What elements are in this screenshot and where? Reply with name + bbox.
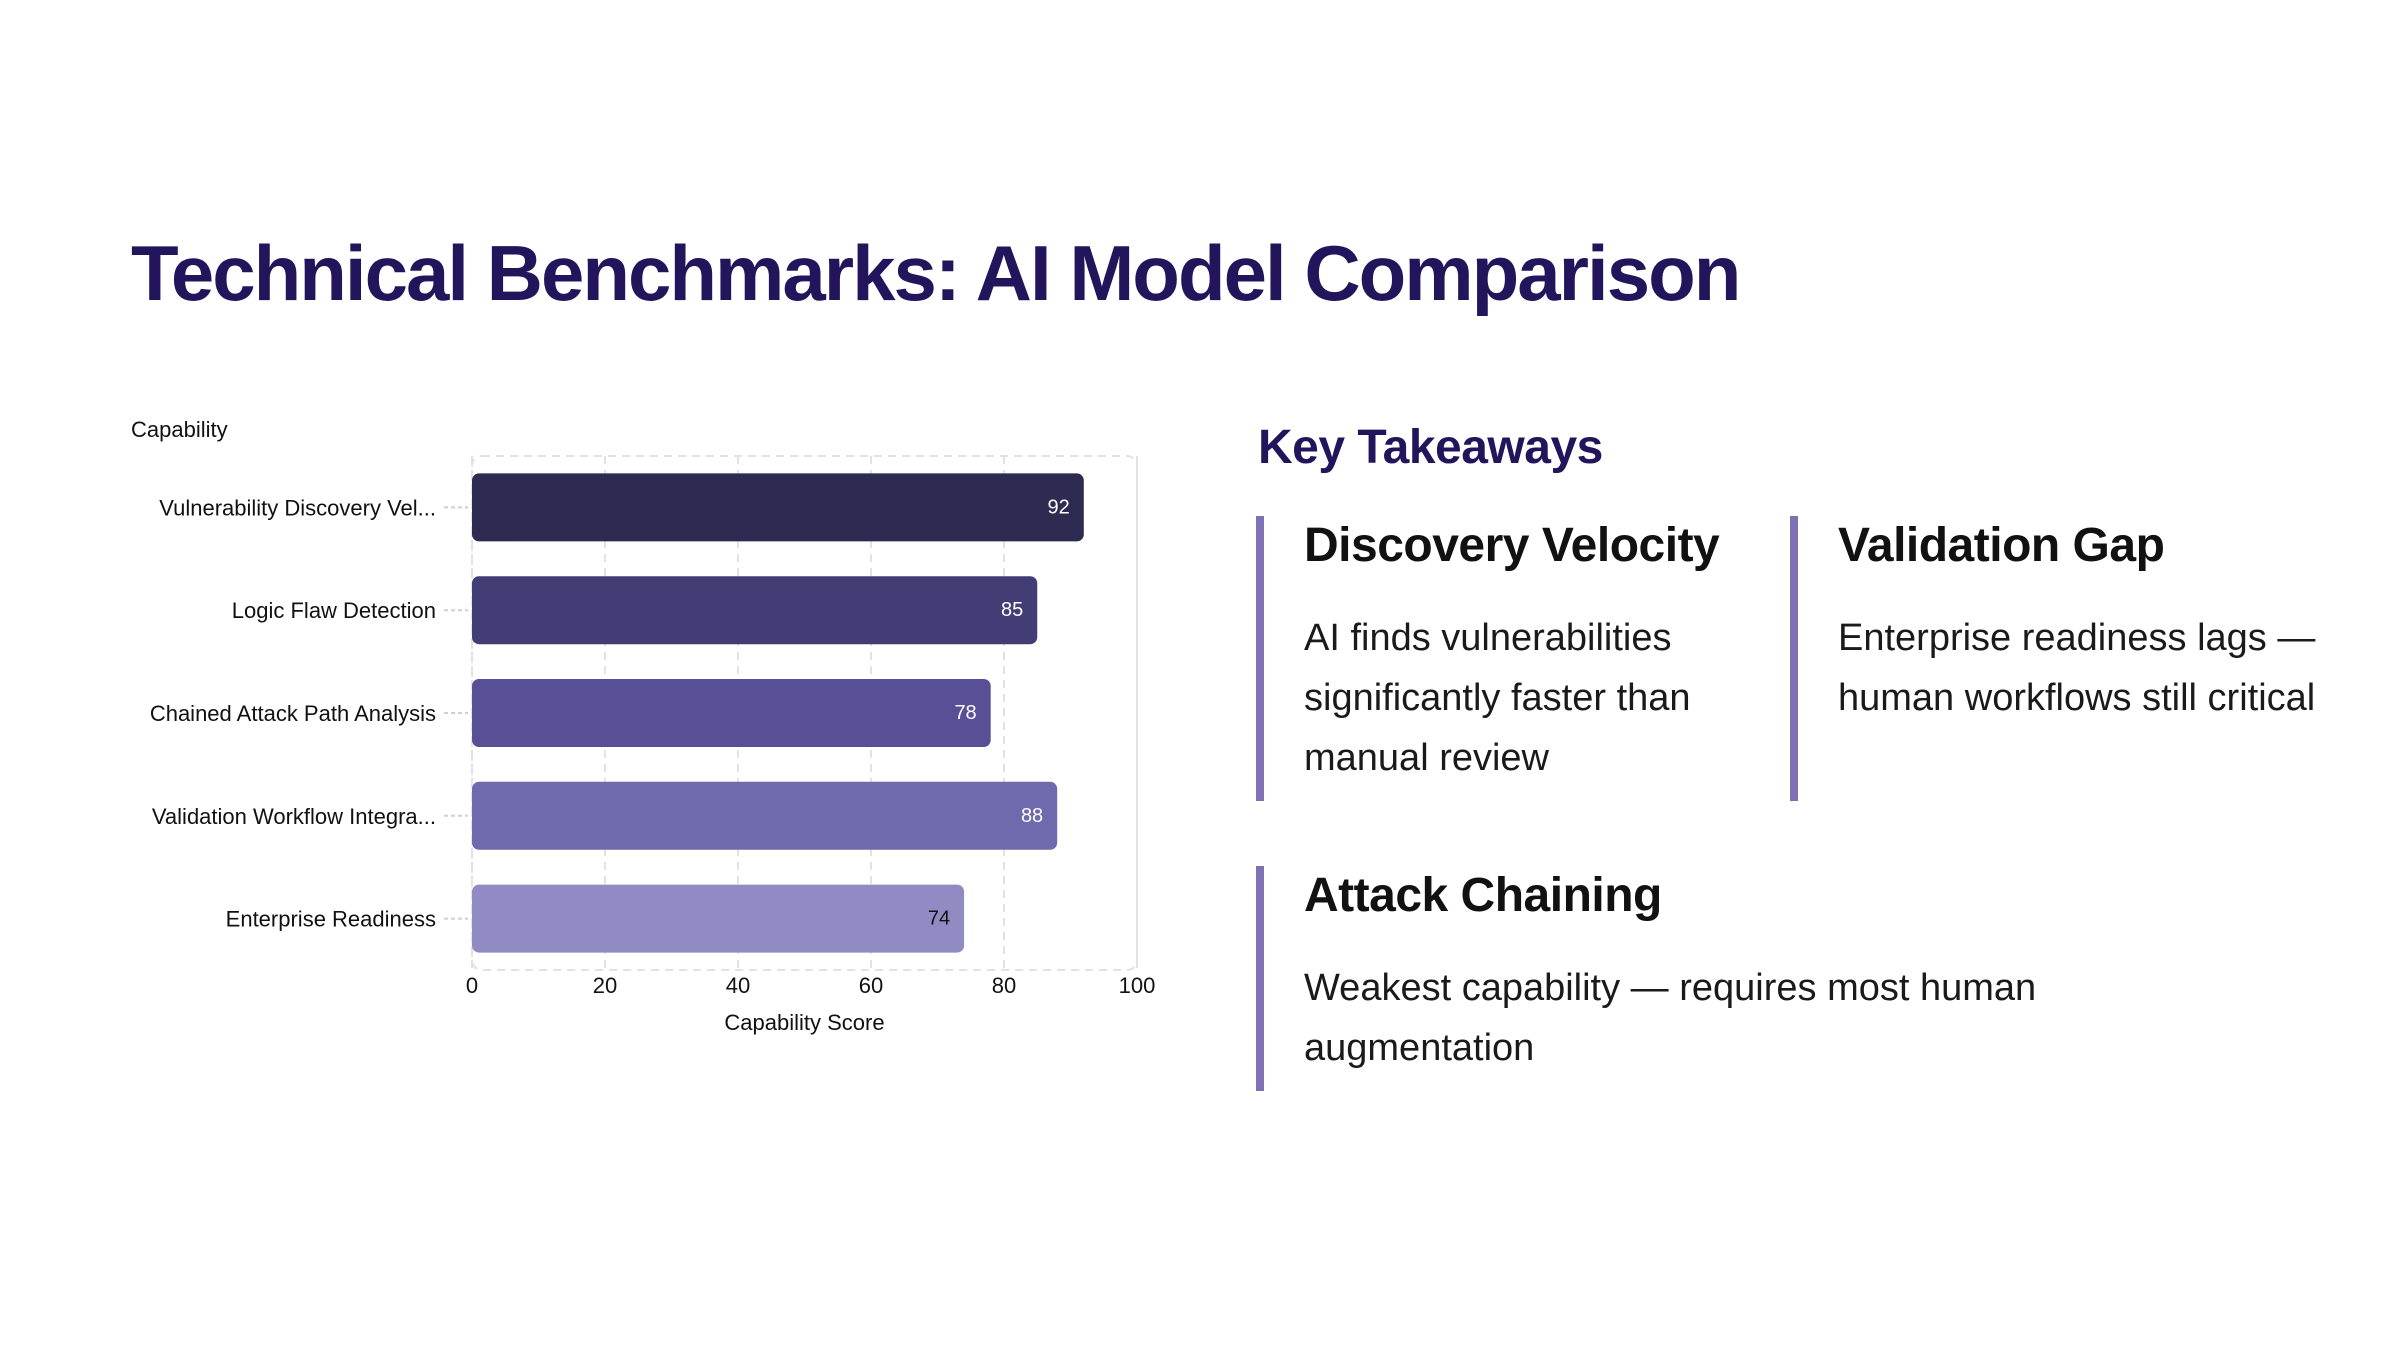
- bar-value-label: 74: [928, 908, 950, 930]
- x-tick-label: 40: [726, 973, 750, 998]
- page-title: Technical Benchmarks: AI Model Compariso…: [131, 229, 1741, 317]
- x-tick-label: 0: [466, 973, 478, 998]
- x-tick-label: 60: [859, 973, 883, 998]
- y-tick-label: Enterprise Readiness: [226, 907, 436, 932]
- bar: [472, 473, 1084, 542]
- card-title: Discovery Velocity: [1304, 519, 1720, 572]
- bar-chart: Capability Vulnerability Discovery Vel...…: [120, 400, 1200, 1060]
- x-tick-label: 80: [992, 973, 1016, 998]
- y-axis-title: Capability: [131, 417, 228, 442]
- y-tick-label: Chained Attack Path Analysis: [150, 701, 436, 726]
- bar-value-label: 85: [1001, 599, 1023, 621]
- card-title: Attack Chaining: [1304, 869, 1662, 922]
- takeaway-card-discovery-velocity: Discovery Velocity AI finds vulnerabilit…: [1256, 516, 1766, 801]
- card-title: Validation Gap: [1838, 519, 2165, 572]
- bar: [472, 576, 1038, 645]
- chart-svg: Capability Vulnerability Discovery Vel...…: [131, 417, 1156, 1035]
- x-tick-label: 100: [1119, 973, 1156, 998]
- y-tick-label: Validation Workflow Integra...: [152, 804, 436, 829]
- bar-value-label: 88: [1021, 805, 1043, 827]
- bar: [472, 781, 1058, 850]
- card-text: AI finds vulnerabilities significantly f…: [1304, 617, 1691, 779]
- takeaways-heading: Key Takeaways: [1258, 421, 1603, 474]
- bar: [472, 679, 991, 747]
- x-tick-label: 20: [593, 973, 617, 998]
- y-tick-label: Logic Flaw Detection: [232, 598, 436, 623]
- card-text: Weakest capability — requires most human…: [1304, 967, 2037, 1069]
- bar-value-label: 78: [954, 702, 976, 724]
- card-text: Enterprise readiness lags — human workfl…: [1838, 617, 2316, 719]
- bar-value-label: 92: [1048, 496, 1070, 518]
- takeaway-card-validation-gap: Validation Gap Enterprise readiness lags…: [1790, 516, 2350, 801]
- takeaway-card-attack-chaining: Attack Chaining Weakest capability — req…: [1256, 866, 2136, 1091]
- x-axis-title: Capability Score: [724, 1010, 884, 1035]
- bar: [472, 884, 965, 953]
- y-tick-label: Vulnerability Discovery Vel...: [159, 495, 436, 520]
